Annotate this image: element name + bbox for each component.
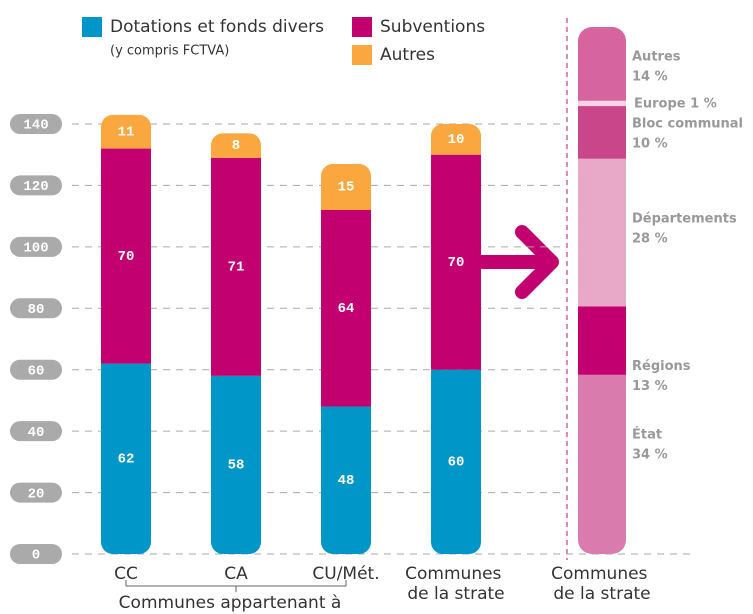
tick-pill — [10, 236, 62, 257]
legend-label: Subventions — [380, 17, 485, 37]
breakdown-value: 34 % — [632, 447, 668, 462]
y-tick-label: 60 — [28, 363, 45, 379]
breakdown-segment — [578, 100, 626, 107]
breakdown-label: Europe 1 % — [634, 96, 717, 111]
breakdown-label: Départements — [632, 211, 737, 226]
bar-segment — [431, 154, 481, 370]
bar-segment — [211, 133, 261, 158]
bar-segment — [101, 114, 151, 149]
legend-label: Dotations et fonds divers — [110, 17, 324, 37]
bar-segment — [211, 375, 261, 554]
arrow — [473, 225, 559, 299]
y-tick-label: 120 — [23, 179, 48, 195]
tick-pill — [10, 298, 62, 319]
breakdown-value: 10 % — [632, 137, 668, 152]
tick-pill — [10, 544, 62, 564]
x-tick-label: Communes de la strate — [405, 564, 507, 604]
x-tick-label: CC — [114, 564, 138, 584]
y-tick-label: 40 — [28, 425, 45, 441]
bar-segment — [431, 124, 481, 155]
breakdown-value: 28 % — [632, 231, 668, 246]
y-tick-label: 80 — [28, 302, 45, 318]
breakdown-segment — [578, 158, 626, 307]
tick-pill — [10, 482, 62, 503]
breakdown-value: 14 % — [632, 70, 668, 85]
data-label: 58 — [228, 458, 245, 474]
breakdown-segment — [578, 106, 626, 159]
bar-segment — [431, 369, 481, 554]
legend-swatch — [352, 17, 372, 37]
data-label: 60 — [448, 455, 465, 471]
breakdown-label: Autres — [632, 50, 681, 65]
x-tick-label: CA — [224, 564, 248, 584]
bar-segment — [211, 157, 261, 376]
breakdown-label: Bloc communal — [632, 117, 743, 132]
group-bracket — [125, 580, 347, 592]
y-tick-label: 140 — [23, 118, 48, 134]
bar-segment — [101, 148, 151, 364]
group-label: Communes appartenant à — [119, 593, 342, 613]
y-tick-label: 20 — [28, 486, 45, 502]
x-tick-label: CU/Mét. — [312, 564, 379, 584]
breakdown-segment — [578, 306, 626, 375]
breakdown-segment — [578, 27, 626, 101]
tick-pill — [10, 175, 62, 196]
tick-pill — [10, 114, 62, 134]
data-label: 11 — [118, 124, 135, 140]
y-tick-label: 100 — [23, 241, 48, 257]
tick-pill — [10, 359, 62, 380]
legend-note: (y compris FCTVA) — [110, 44, 229, 59]
y-tick-label: 0 — [32, 548, 40, 564]
bar-segment — [321, 406, 371, 554]
legend-swatch — [82, 17, 102, 37]
data-label: 71 — [228, 260, 245, 276]
bar-segment — [321, 210, 371, 407]
breakdown-label: Régions — [632, 359, 691, 374]
x-tick-label: Communes de la strate — [551, 564, 653, 604]
legend-label: Autres — [380, 45, 435, 65]
tick-pill — [10, 421, 62, 442]
breakdown-value: 13 % — [632, 379, 668, 394]
data-label: 64 — [338, 301, 355, 317]
data-label: 15 — [338, 180, 355, 196]
bar-segment — [101, 363, 151, 554]
data-label: 10 — [448, 132, 465, 148]
data-label: 8 — [232, 138, 240, 154]
data-label: 70 — [448, 255, 465, 271]
data-label: 70 — [118, 249, 135, 265]
legend-swatch — [352, 45, 372, 65]
data-label: 48 — [338, 473, 355, 489]
bar-segment — [321, 163, 371, 210]
data-label: 62 — [118, 451, 135, 467]
breakdown-segment — [578, 374, 626, 554]
breakdown-label: État — [632, 426, 662, 442]
